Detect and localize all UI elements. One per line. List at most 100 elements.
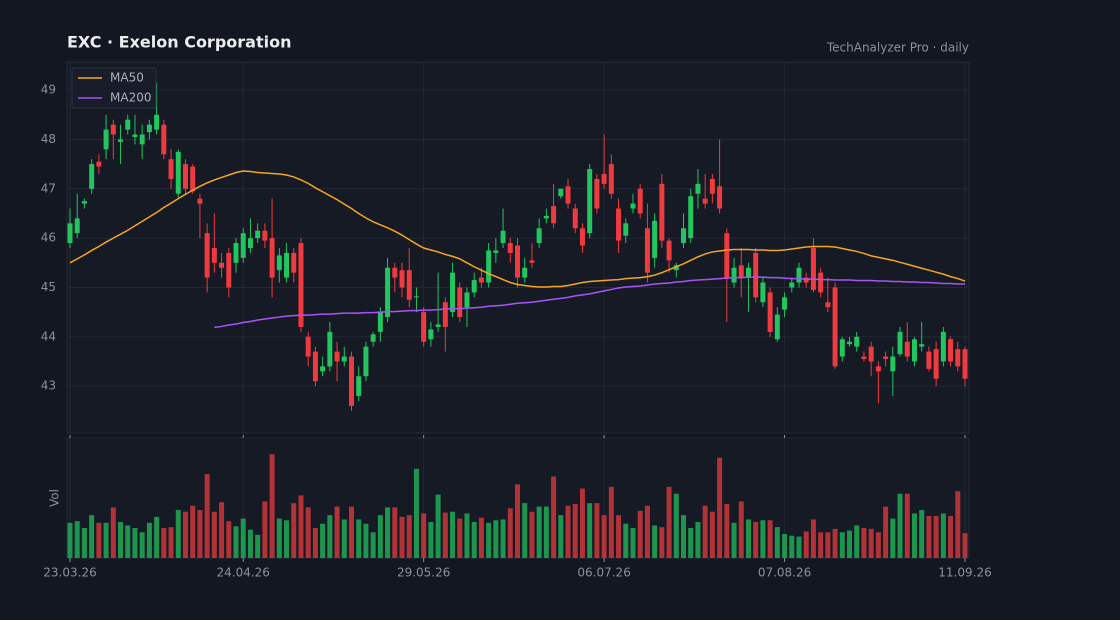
candle-body: [911, 339, 917, 362]
volume-bar: [753, 522, 759, 558]
volume-bar: [608, 486, 614, 558]
candle-body: [955, 349, 961, 367]
x-tick-label: 11.09.26: [938, 566, 991, 580]
y-tick-label: 47: [41, 181, 56, 195]
candle-body: [190, 166, 196, 192]
volume-bar: [529, 511, 535, 558]
candle-body: [146, 124, 152, 133]
volume-bar: [926, 516, 932, 558]
volume-bar: [652, 525, 658, 558]
volume-bar: [962, 533, 968, 558]
x-tick-label: 07.08.26: [758, 566, 811, 580]
candle-body: [695, 183, 701, 194]
candle-body: [96, 161, 102, 167]
candle-body: [825, 302, 831, 308]
candle-body: [738, 265, 744, 278]
candle-body: [767, 292, 773, 332]
volume-bar: [515, 484, 520, 558]
volume-bar: [233, 526, 239, 558]
candle-body: [515, 245, 520, 278]
volume-bar: [247, 529, 253, 558]
candle-body: [962, 349, 968, 379]
volume-bar: [96, 522, 102, 558]
candle-body: [219, 262, 225, 268]
candle-body: [587, 169, 593, 234]
volume-bar: [219, 502, 225, 558]
volume-bar: [789, 535, 795, 558]
volume-bar: [89, 515, 95, 558]
volume-bar: [291, 503, 297, 558]
volume-bar: [312, 528, 318, 558]
candle-body: [500, 230, 506, 244]
candle-body: [810, 247, 816, 290]
candle-body: [226, 252, 232, 288]
candle-body: [247, 238, 253, 248]
candle-body: [305, 336, 311, 357]
volume-bar: [688, 528, 694, 558]
volume-bar: [399, 516, 405, 558]
volume-bar: [276, 518, 282, 558]
candle-body: [421, 312, 427, 342]
candle-body: [745, 267, 751, 278]
candle-body: [731, 267, 737, 283]
volume-bar: [435, 494, 441, 558]
volume-bar: [551, 476, 557, 558]
volume-bar: [558, 515, 564, 558]
candle-body: [529, 260, 535, 263]
volume-bar: [146, 522, 152, 558]
volume-bar: [341, 519, 347, 558]
candle-body: [522, 267, 528, 278]
volume-bar: [883, 506, 889, 558]
volume-bar: [478, 517, 484, 558]
candle-body: [399, 270, 405, 288]
candle-body: [883, 356, 889, 359]
candle-body: [428, 329, 434, 340]
volume-bar: [428, 522, 434, 558]
candle-body: [637, 188, 643, 214]
volume-bar: [175, 510, 181, 558]
volume-bar: [948, 516, 954, 558]
volume-bar: [370, 532, 376, 558]
candle-body: [392, 267, 398, 278]
candle-body: [623, 223, 629, 236]
volume-bar: [601, 515, 607, 558]
volume-bar: [565, 505, 571, 558]
volume-bar: [356, 519, 362, 558]
x-tick-label: 23.03.26: [43, 566, 96, 580]
candle-body: [868, 346, 874, 362]
candle-body: [464, 292, 470, 308]
candle-body: [341, 356, 347, 362]
volume-bar: [767, 520, 773, 558]
volume-bar: [904, 493, 910, 558]
volume-bar: [392, 507, 398, 558]
candle-body: [702, 198, 708, 204]
volume-bar: [818, 532, 824, 558]
volume-bar: [132, 528, 138, 558]
candle-body: [291, 252, 297, 273]
volume-bar: [731, 522, 737, 558]
volume-bar: [832, 528, 838, 558]
candle-body: [601, 173, 607, 184]
volume-bar: [623, 523, 629, 558]
volume-bar: [673, 493, 679, 558]
y-tick-label: 48: [41, 132, 56, 146]
volume-bar: [118, 522, 124, 558]
volume-bar: [847, 530, 853, 558]
candle-body: [616, 208, 622, 241]
chart-subtitle: TechAnalyzer Pro · daily: [826, 41, 969, 55]
candle-body: [681, 228, 687, 244]
candle-body: [406, 270, 412, 300]
candle-body: [110, 124, 116, 135]
volume-bar: [334, 506, 340, 558]
candle-body: [652, 220, 658, 258]
candle-body: [74, 218, 80, 234]
candle-body: [493, 250, 499, 253]
candle-body: [377, 312, 383, 332]
volume-bar: [933, 516, 939, 558]
volume-bar: [507, 508, 513, 558]
volume-bar: [810, 519, 816, 558]
candle-body: [450, 272, 456, 313]
candle-body: [854, 336, 860, 347]
volume-bar: [262, 501, 268, 558]
candle-body: [948, 339, 954, 362]
